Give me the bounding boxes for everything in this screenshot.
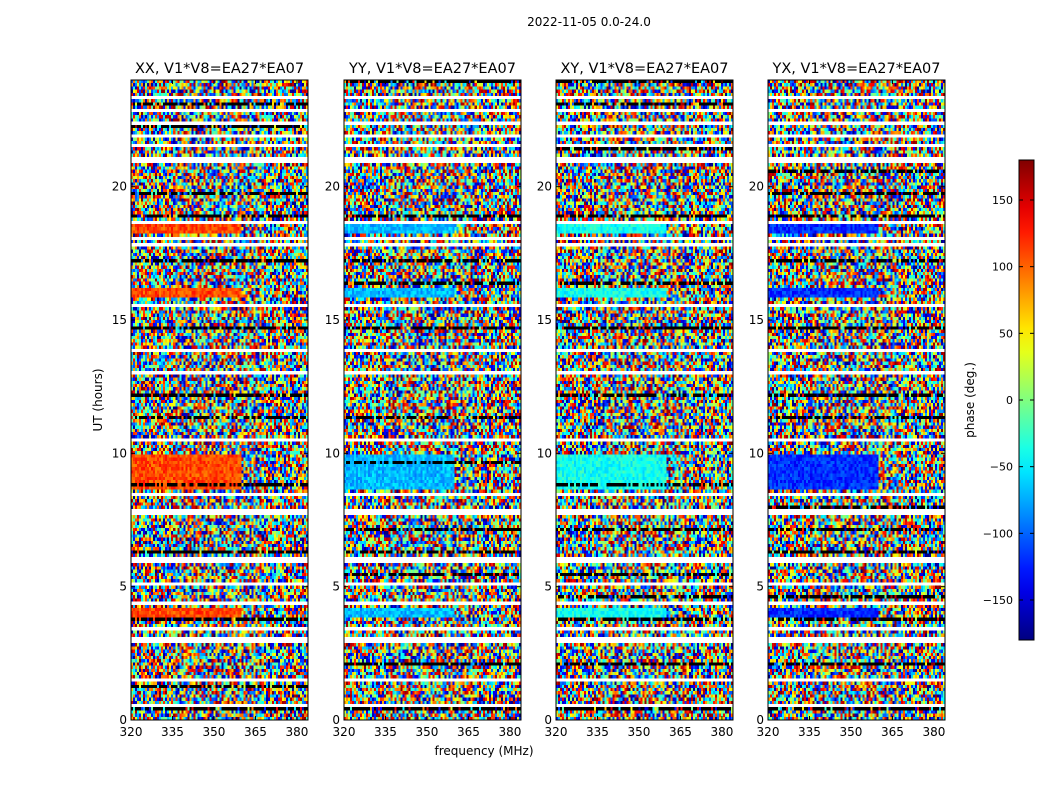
x-tick-label: 335: [798, 725, 821, 739]
x-axis-label: frequency (MHz): [434, 744, 533, 758]
y-tick-label: 5: [332, 580, 340, 594]
y-tick-label: 20: [112, 180, 127, 194]
x-tick-label: 320: [757, 725, 780, 739]
y-tick-label: 20: [749, 180, 764, 194]
y-tick-label: 15: [325, 313, 340, 327]
x-tick-label: 365: [244, 725, 267, 739]
phase-heatmap-raster: [556, 80, 733, 720]
colorbar-tick-label: 50: [999, 327, 1013, 340]
x-tick-label: 335: [161, 725, 184, 739]
colorbar-tick-label: −50: [990, 461, 1013, 474]
x-tick-label: 380: [498, 725, 521, 739]
panel-title: XX, V1*V8=EA27*EA07: [135, 61, 304, 77]
x-tick-label: 320: [545, 725, 568, 739]
y-tick-label: 0: [332, 713, 340, 727]
phase-heatmap-raster: [344, 80, 521, 720]
colorbar-tick-label: −100: [983, 527, 1013, 540]
panel-frame: [343, 79, 522, 721]
y-axis-label: UT (hours): [91, 368, 105, 431]
panel-1: YY, V1*V8=EA27*EA07 320 335 350 365 380 0 5 10 15…: [325, 61, 522, 739]
panel-title: YY, V1*V8=EA27*EA07: [348, 61, 516, 77]
y-tick-label: 5: [119, 580, 127, 594]
panel-title: XY, V1*V8=EA27*EA07: [560, 61, 728, 77]
y-tick-label: 5: [544, 580, 552, 594]
colorbar: −150 −100 −50 0 50 100 150: [983, 159, 1035, 641]
x-tick-label: 350: [628, 725, 651, 739]
x-tick-label: 365: [669, 725, 692, 739]
panel-2: XY, V1*V8=EA27*EA07 320 335 350 365 380 0 5 10 15…: [537, 61, 734, 739]
colorbar-tick-label: 100: [992, 261, 1013, 274]
x-tick-label: 320: [120, 725, 143, 739]
x-tick-label: 320: [333, 725, 356, 739]
x-tick-label: 350: [416, 725, 439, 739]
phase-heatmap-raster: [768, 80, 945, 720]
x-tick-label: 365: [881, 725, 904, 739]
y-tick-label: 0: [119, 713, 127, 727]
panel-0: XX, V1*V8=EA27*EA07 320 335 350 365 380 0 5 10 15…: [112, 61, 309, 739]
x-tick-label: 335: [586, 725, 609, 739]
y-tick-label: 5: [756, 580, 764, 594]
x-tick-label: 380: [710, 725, 733, 739]
y-tick-label: 15: [749, 313, 764, 327]
panel-title: YX, V1*V8=EA27*EA07: [771, 61, 940, 77]
panels-group: XX, V1*V8=EA27*EA07 320 335 350 365 380 0 5 10 15…: [112, 61, 946, 739]
y-tick-label: 10: [537, 446, 552, 460]
panel-frame: [130, 79, 309, 721]
y-tick-label: 20: [537, 180, 552, 194]
x-tick-label: 365: [457, 725, 480, 739]
y-tick-label: 0: [756, 713, 764, 727]
y-tick-label: 10: [325, 446, 340, 460]
panel-3: YX, V1*V8=EA27*EA07 320 335 350 365 380 0 5 10 15…: [749, 61, 946, 739]
figure-suptitle: 2022-11-05 0.0-24.0: [527, 15, 651, 29]
x-tick-label: 380: [922, 725, 945, 739]
panel-frame: [767, 79, 946, 721]
y-tick-label: 0: [544, 713, 552, 727]
y-tick-label: 10: [112, 446, 127, 460]
y-tick-label: 15: [112, 313, 127, 327]
x-tick-label: 350: [840, 725, 863, 739]
y-tick-label: 15: [537, 313, 552, 327]
colorbar-tick-label: −150: [983, 594, 1013, 607]
y-tick-label: 10: [749, 446, 764, 460]
colorbar-tick-label: 0: [1006, 394, 1013, 407]
x-tick-label: 335: [374, 725, 397, 739]
colorbar-tick-label: 150: [992, 194, 1013, 207]
x-tick-label: 380: [285, 725, 308, 739]
colorbar-label: phase (deg.): [963, 362, 977, 438]
x-tick-label: 350: [203, 725, 226, 739]
y-tick-label: 20: [325, 180, 340, 194]
phase-heatmap-raster: [131, 80, 308, 720]
panel-frame: [555, 79, 734, 721]
